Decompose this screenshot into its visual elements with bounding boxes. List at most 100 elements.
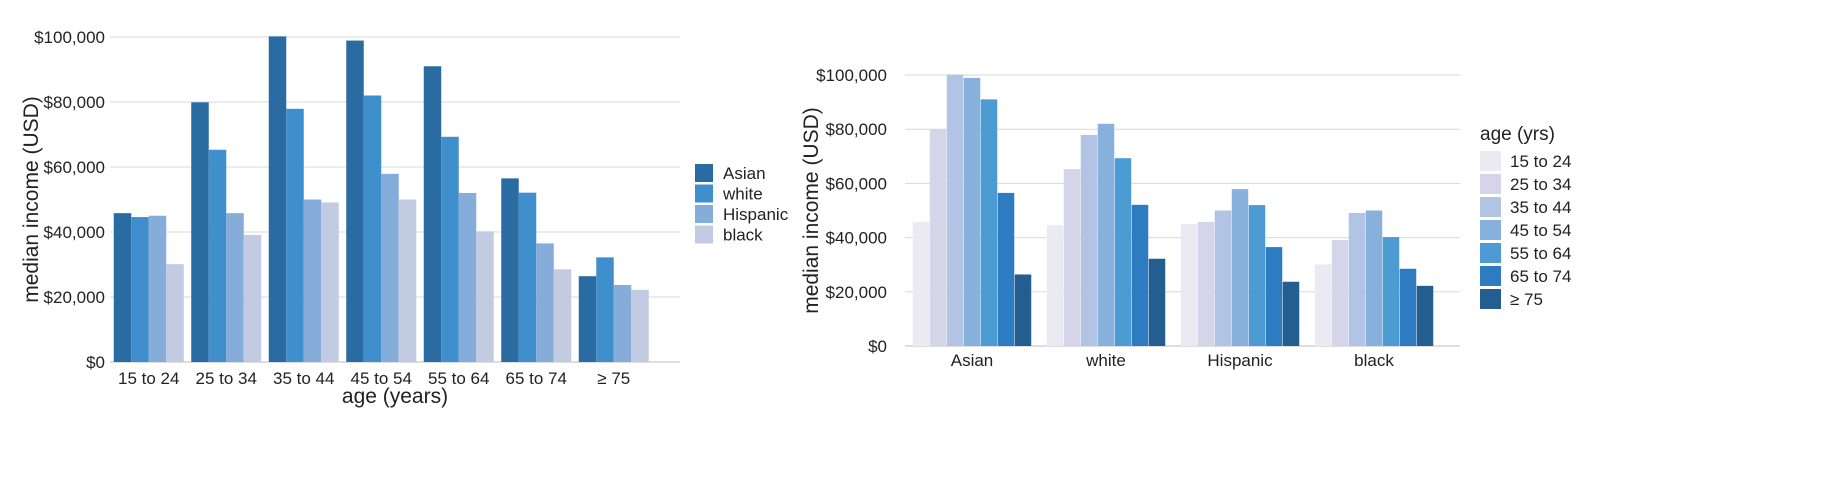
bar: [363, 95, 382, 362]
chart-income-by-age: $0 $20,000 $40,000 $60,000 $80,000 $100,000 15…: [20, 28, 789, 408]
y-tick-label: $60,000: [826, 174, 887, 193]
x-tick-label: ≥ 75: [597, 369, 630, 388]
bar: [441, 136, 459, 362]
legend-label: 25 to 34: [1510, 175, 1571, 194]
legend-swatch: [1480, 197, 1501, 217]
bar: [226, 213, 244, 362]
bar: [1131, 204, 1149, 346]
bar: [596, 257, 614, 362]
bar: [243, 234, 262, 362]
bar: [346, 40, 364, 362]
y-tick-label: $0: [86, 353, 105, 372]
x-tick-label: 25 to 34: [196, 369, 257, 388]
y-axis-title: median income (USD): [20, 96, 43, 303]
bar: [1046, 225, 1064, 346]
y-tick-label: $60,000: [44, 158, 105, 177]
legend-swatch: [695, 205, 713, 223]
bar: [518, 192, 537, 362]
bar: [303, 199, 322, 362]
bar: [1148, 258, 1166, 346]
legend-swatch: [1480, 266, 1501, 286]
x-axis-title: age (years): [342, 385, 448, 408]
bar: [113, 213, 132, 362]
y-axis-title: median income (USD): [800, 107, 823, 314]
x-tick-label: black: [1354, 351, 1394, 370]
bar: [1416, 285, 1434, 346]
legend-label: 45 to 54: [1510, 221, 1571, 240]
chart-income-by-race: $0 $20,000 $40,000 $60,000 $80,000 $100,000 As…: [800, 66, 1571, 370]
y-tick-label: $80,000: [826, 120, 887, 139]
legend-label: ≥ 75: [1510, 290, 1543, 309]
bar: [963, 77, 981, 346]
bar: [1231, 189, 1249, 346]
bar: [1314, 264, 1332, 346]
y-tick-label: $100,000: [34, 28, 105, 47]
legend-label: Hispanic: [723, 205, 789, 224]
bar: [398, 199, 417, 362]
bar: [578, 276, 597, 362]
x-tick-label: Hispanic: [1207, 351, 1273, 370]
y-tick-label: $20,000: [44, 288, 105, 307]
x-tick-label: 45 to 54: [351, 369, 412, 388]
legend-label: 65 to 74: [1510, 267, 1571, 286]
bar: [1382, 237, 1400, 346]
bar: [1063, 169, 1081, 346]
legend-label: Asian: [723, 164, 766, 183]
bar: [423, 66, 442, 362]
bar: [997, 192, 1015, 346]
bar: [1399, 268, 1417, 346]
bar: [613, 284, 632, 362]
legend-label: 35 to 44: [1510, 198, 1571, 217]
x-tick-label: Asian: [951, 351, 994, 370]
bar: [1348, 212, 1366, 346]
bar: [268, 36, 287, 362]
legend-swatch: [1480, 289, 1501, 309]
y-tick-label: $40,000: [44, 223, 105, 242]
y-tick-label: $0: [868, 337, 887, 356]
bar: [1180, 224, 1198, 346]
bar: [946, 74, 964, 347]
bar: [148, 215, 167, 362]
bar: [1365, 210, 1383, 346]
y-tick-label: $80,000: [44, 93, 105, 112]
x-tick-label: white: [1085, 351, 1126, 370]
bar: [476, 231, 494, 362]
legend-label: 55 to 64: [1510, 244, 1571, 263]
bar: [553, 269, 572, 363]
legend-swatch: [695, 184, 713, 203]
bar: [131, 217, 149, 362]
bar: [1114, 158, 1132, 346]
bar: [501, 178, 519, 362]
bar: [912, 221, 930, 346]
x-tick-label: 55 to 64: [428, 369, 489, 388]
y-tick-label: $40,000: [826, 229, 887, 248]
bar: [458, 193, 477, 362]
bar: [980, 99, 998, 346]
legend-swatch: [1480, 174, 1501, 194]
bar: [1331, 240, 1349, 346]
bar: [286, 108, 304, 362]
legend-swatch: [695, 225, 713, 244]
legend-swatch: [1480, 151, 1501, 171]
bar: [321, 202, 339, 362]
legend-title: age (yrs): [1480, 124, 1555, 145]
bar: [166, 264, 184, 362]
x-tick-label: 65 to 74: [506, 369, 567, 388]
bar: [1097, 123, 1115, 346]
bar: [1214, 210, 1232, 346]
legend-label: white: [722, 185, 763, 204]
legend-label: black: [723, 226, 763, 245]
legend-label: 15 to 24: [1510, 152, 1571, 171]
legend-swatch: [1480, 243, 1501, 263]
bar: [929, 129, 947, 346]
y-tick-label: $100,000: [816, 66, 887, 85]
x-tick-label: 35 to 44: [273, 369, 334, 388]
legend-swatch: [695, 164, 713, 182]
bar: [1282, 281, 1300, 346]
bar: [1080, 134, 1098, 346]
bar: [1248, 205, 1266, 346]
bar: [536, 243, 554, 363]
bar: [191, 102, 209, 362]
bar: [208, 149, 227, 362]
x-tick-label: 15 to 24: [118, 369, 179, 388]
